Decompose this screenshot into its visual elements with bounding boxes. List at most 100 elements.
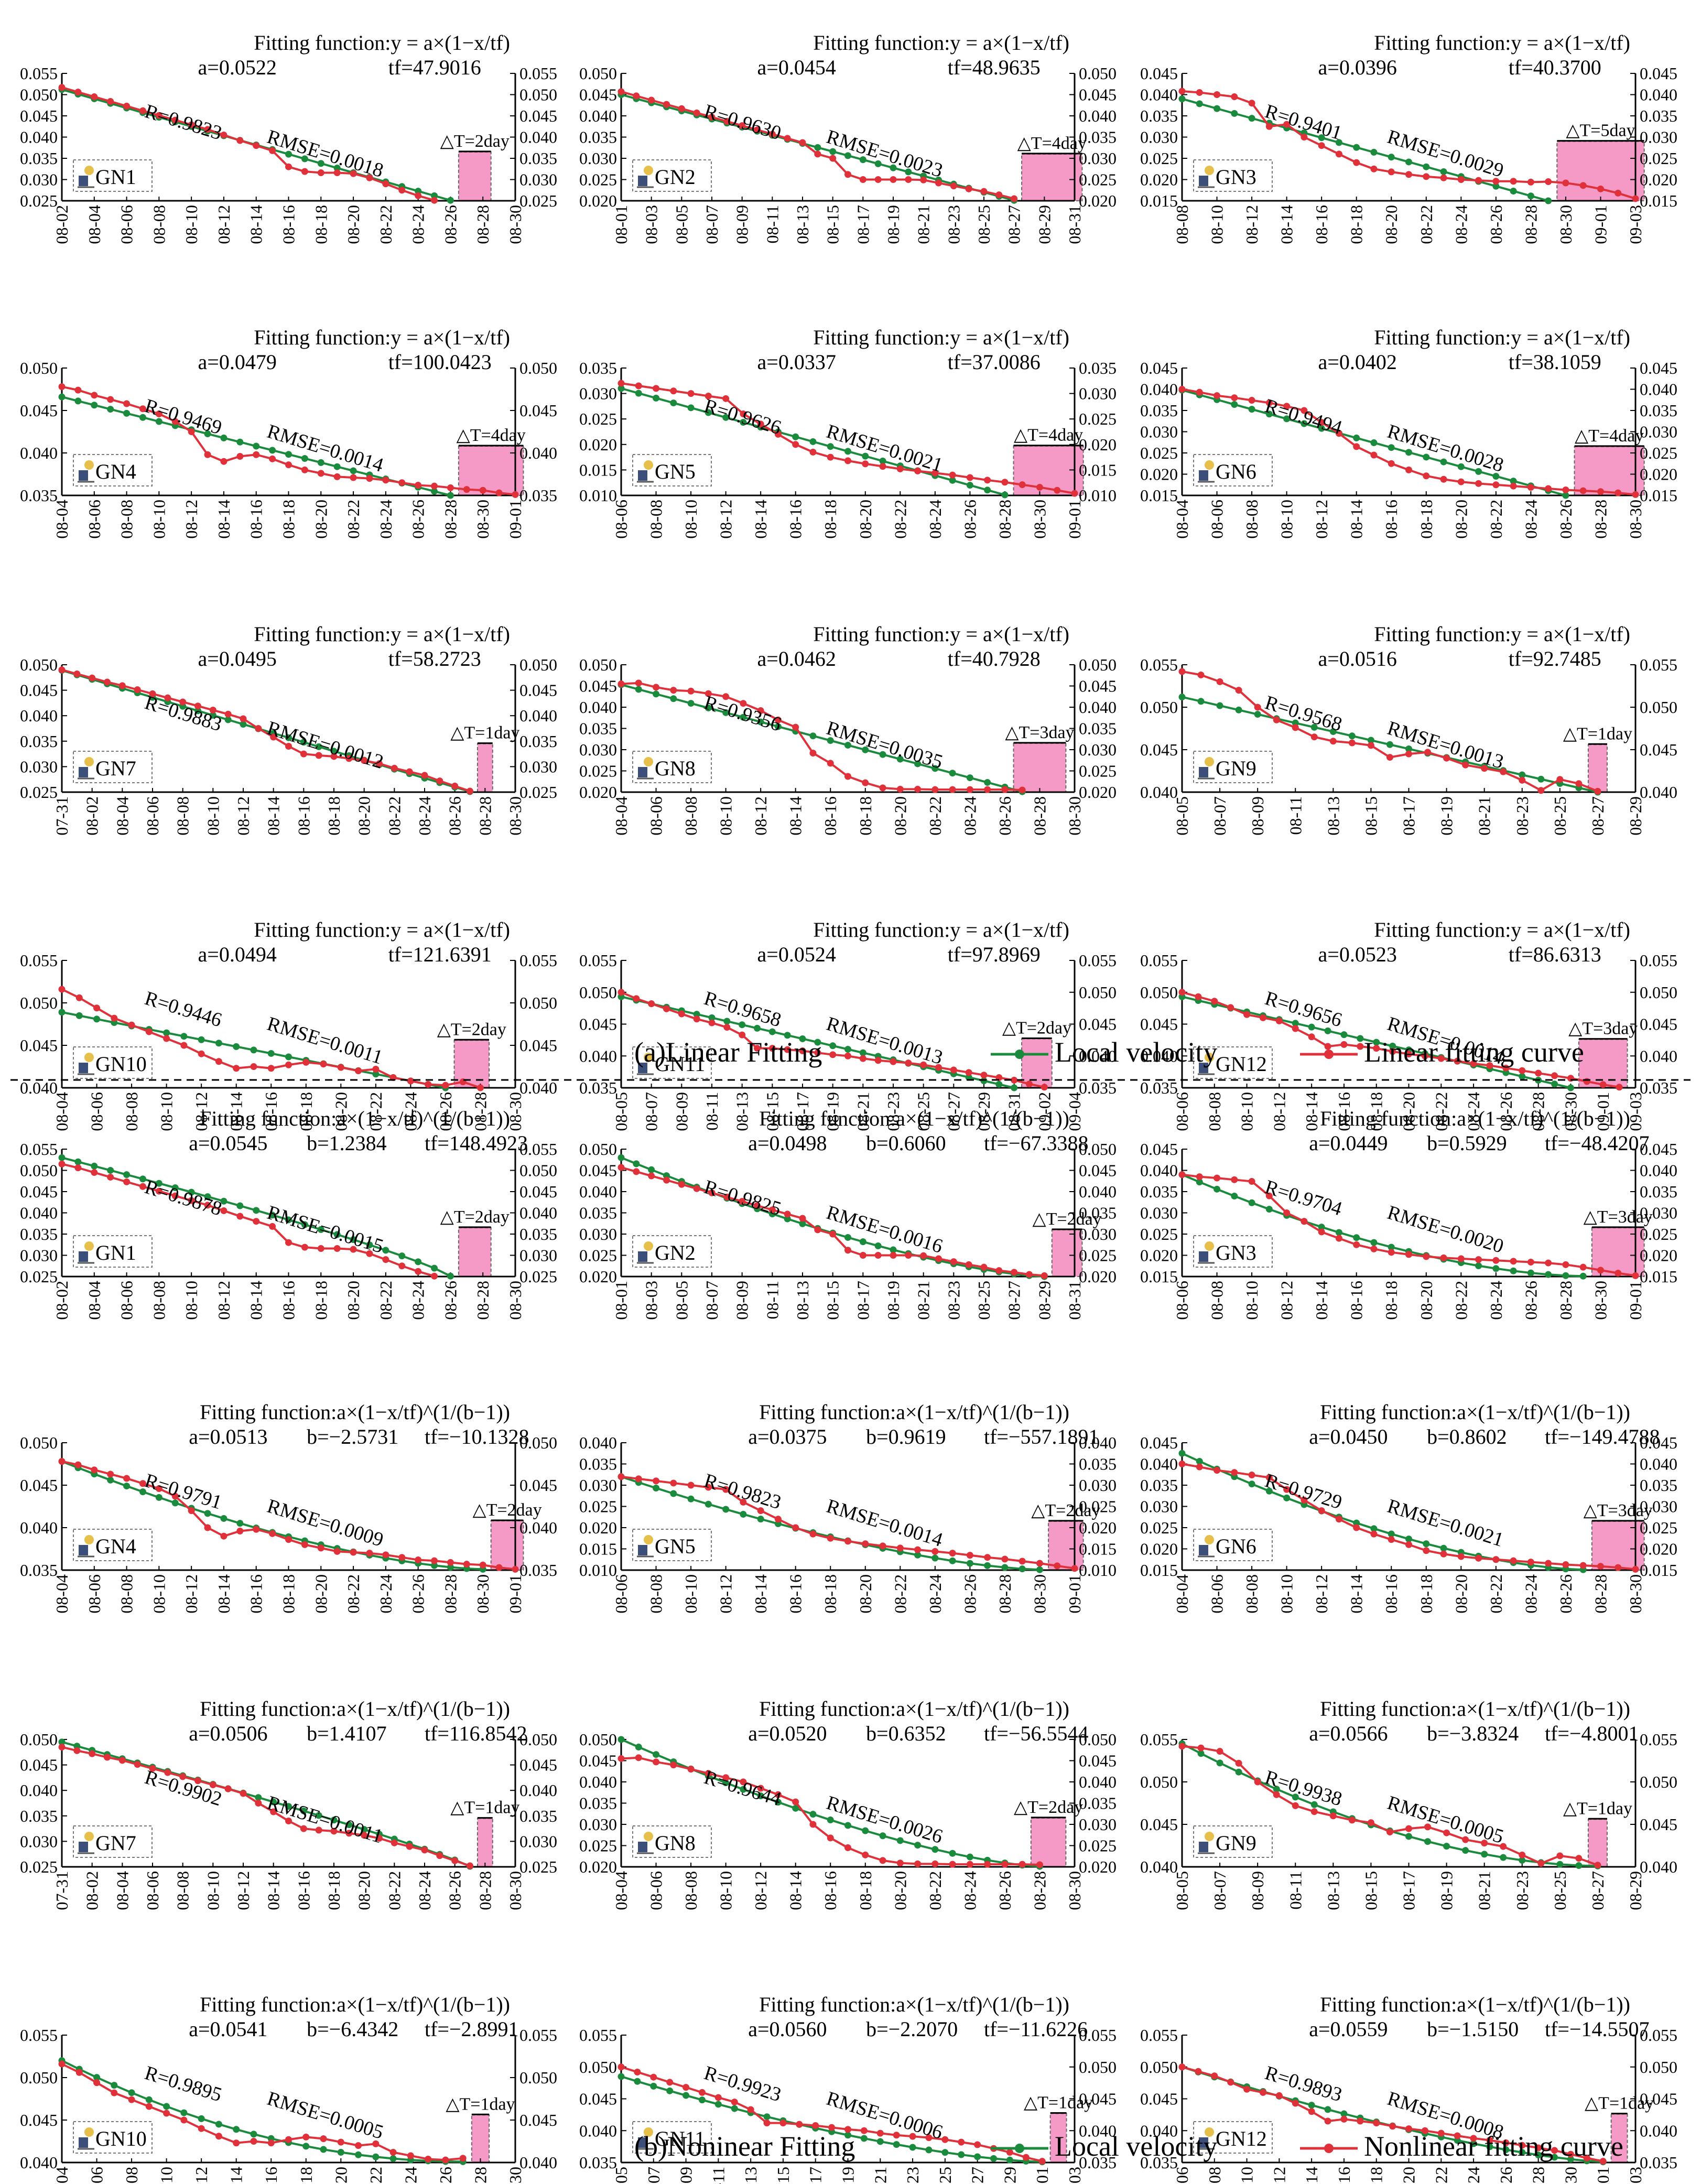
observed-point <box>1071 1565 1078 1572</box>
y-tick-label-right: 0.025 <box>1640 149 1677 168</box>
x-tick-label: 08-30 <box>1626 500 1645 539</box>
station-icon-body <box>638 767 647 777</box>
observed-point <box>1423 1253 1430 1260</box>
station-label: GN11 <box>655 2127 705 2150</box>
x-tick-label: 08-28 <box>1529 1092 1548 1131</box>
observed-point <box>118 682 126 689</box>
y-tick-label: 0.045 <box>20 401 58 420</box>
x-tick-label: 09-03 <box>1065 2167 1084 2184</box>
fit-series-line <box>61 669 471 793</box>
param-label: tf=37.0086 <box>948 350 1041 374</box>
x-tick-label: 08-27 <box>968 2167 987 2184</box>
fit-point <box>1579 1272 1587 1280</box>
x-tick-label: 08-06 <box>1173 1092 1191 1131</box>
x-tick-label: 08-18 <box>821 500 840 539</box>
y-tick-label: 0.025 <box>579 409 617 428</box>
observed-point <box>285 1061 292 1068</box>
fit-point <box>984 779 991 786</box>
x-tick-label: 08-29 <box>1626 796 1645 836</box>
observed-point <box>1265 1192 1273 1199</box>
fit-point <box>799 1220 806 1227</box>
fit-point <box>844 741 851 749</box>
observed-point <box>376 760 383 767</box>
observed-point <box>687 687 695 695</box>
fit-point <box>1353 1519 1360 1527</box>
station-label: GN10 <box>95 1052 147 1076</box>
fit-point <box>236 1520 244 1527</box>
observed-point <box>1405 2125 1412 2133</box>
observed-point <box>463 486 470 493</box>
observed-point <box>1071 490 1078 497</box>
observed-point <box>89 674 96 682</box>
observed-point <box>1535 2144 1542 2151</box>
fit-point <box>827 1817 834 1824</box>
x-tick-label: 08-08 <box>1242 500 1261 539</box>
station-icon-dish <box>644 166 653 175</box>
observed-point <box>1001 1861 1009 1868</box>
observed-point <box>980 1263 988 1271</box>
fit-point <box>1324 1027 1331 1034</box>
y-tick-label-right: 0.045 <box>1640 64 1677 83</box>
function-label: Fitting function:y = a×(1−x/tf) <box>1374 918 1630 942</box>
observed-point <box>862 779 869 786</box>
observed-point <box>1006 2149 1013 2156</box>
y-tick-label-right: 0.045 <box>1640 359 1677 377</box>
fit-point <box>270 1798 277 1805</box>
observed-point <box>763 2120 771 2127</box>
fit-point <box>814 144 821 151</box>
y-tick-label: 0.040 <box>1140 2121 1178 2140</box>
observed-point <box>350 1246 357 1253</box>
fit-point <box>949 1557 956 1564</box>
y-tick-label-right: 0.040 <box>519 706 557 725</box>
y-tick-label: 0.040 <box>1140 1046 1178 1065</box>
observed-point <box>1265 1474 1273 1481</box>
observed-point <box>270 1808 277 1815</box>
param-label: a=0.0402 <box>1318 350 1397 374</box>
x-tick-label: 08-19 <box>824 1092 842 1131</box>
station-icon-dish <box>84 1535 94 1544</box>
observed-point <box>180 2116 188 2124</box>
observed-point <box>980 188 988 195</box>
observed-point <box>799 139 806 146</box>
observed-point <box>391 1839 398 1846</box>
observed-point <box>1324 2117 1331 2125</box>
fit-point <box>809 732 817 740</box>
x-tick-label: 08-26 <box>1556 1574 1575 1614</box>
fit-point <box>111 2082 118 2089</box>
x-tick-label: 08-14 <box>751 1574 770 1614</box>
y-tick-label-right: 0.035 <box>519 486 557 505</box>
rmse-label: RMSE=0.0009 <box>265 1495 386 1551</box>
legend-marker <box>1324 1050 1334 1059</box>
function-label: Fitting function:y = a×(1−x/tf) <box>813 31 1069 55</box>
legend-marker <box>1324 2144 1334 2153</box>
y-tick-label-right: 0.020 <box>1079 1267 1117 1286</box>
observed-point <box>345 755 353 762</box>
observed-point <box>1545 178 1552 186</box>
function-label: Fitting function:y = a×(1−x/tf) <box>1374 31 1630 55</box>
x-tick-label: 08-30 <box>506 1871 525 1910</box>
observed-point <box>754 1202 761 1209</box>
x-tick-label: 08-24 <box>409 205 428 244</box>
fit-point <box>1440 458 1447 466</box>
x-tick-label: 08-27 <box>1588 796 1607 836</box>
y-tick-label-right: 0.035 <box>1640 2153 1677 2172</box>
observed-point <box>382 477 389 484</box>
param-label: b=−1.5150 <box>1427 2017 1519 2041</box>
x-tick-label: 08-30 <box>1030 1574 1049 1614</box>
y-tick-label: 0.050 <box>1140 983 1178 1002</box>
x-tick-label: 08-24 <box>1487 1281 1505 1320</box>
station-icon-dish <box>644 1535 653 1544</box>
rmse-label: RMSE=0.0014 <box>824 1495 946 1551</box>
observed-point <box>1579 487 1587 494</box>
observed-point <box>617 2063 625 2071</box>
observed-point <box>58 666 66 674</box>
x-tick-label: 08-18 <box>1367 1092 1386 1131</box>
x-tick-label: 08-12 <box>192 2167 211 2184</box>
x-tick-label: 08-28 <box>995 1574 1014 1614</box>
x-tick-label: 08-02 <box>52 205 71 244</box>
observed-point <box>209 707 216 714</box>
observed-point <box>317 169 324 177</box>
